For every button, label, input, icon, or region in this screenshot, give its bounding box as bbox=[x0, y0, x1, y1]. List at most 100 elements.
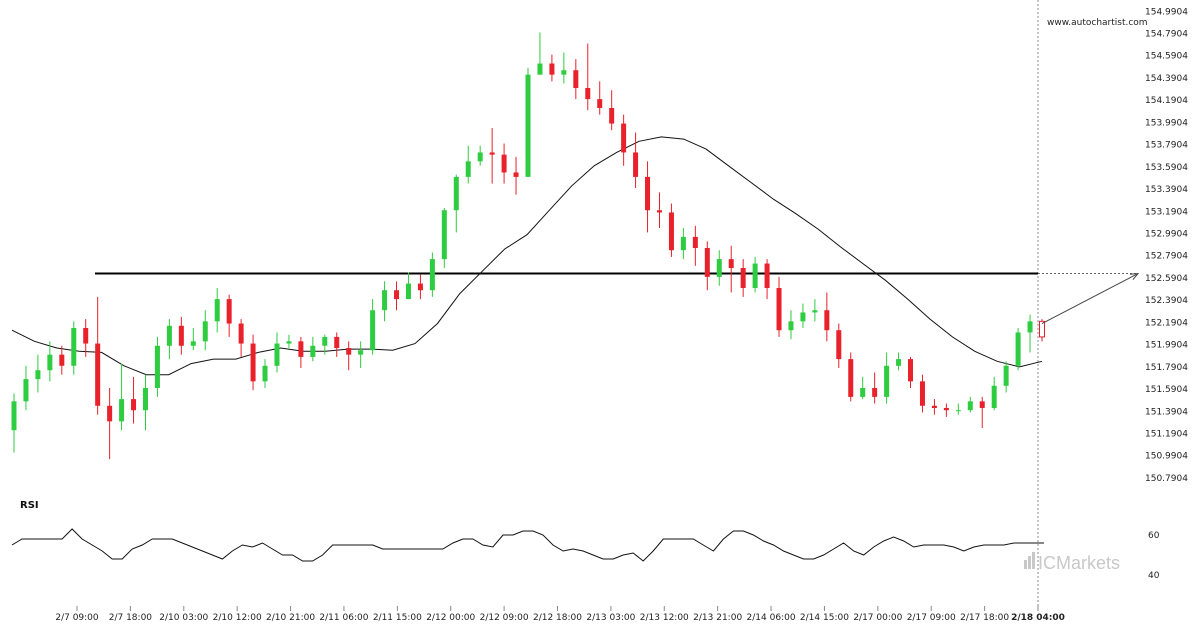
candle-body bbox=[573, 70, 579, 88]
candle-body bbox=[967, 401, 973, 411]
candle-body bbox=[489, 152, 495, 155]
candle-body bbox=[979, 401, 985, 408]
price-tick-label: 151.7904 bbox=[1145, 363, 1188, 373]
price-tick-label: 152.3904 bbox=[1145, 296, 1188, 306]
price-tick-label: 153.1904 bbox=[1145, 207, 1188, 217]
time-tick-label: 2/7 09:00 bbox=[55, 613, 99, 623]
candle-body bbox=[943, 408, 949, 411]
candle-body bbox=[597, 99, 603, 108]
time-tick-label: 2/12 09:00 bbox=[480, 613, 529, 623]
watermark-text: www.autochartist.com bbox=[1047, 18, 1148, 28]
candle-body bbox=[788, 321, 794, 331]
candle-body bbox=[23, 379, 29, 402]
candle-body bbox=[417, 283, 423, 291]
candle-body bbox=[47, 354, 53, 371]
candle-body bbox=[131, 399, 137, 411]
candle-body bbox=[441, 210, 447, 260]
candle-body bbox=[1003, 365, 1009, 386]
price-axis: 154.9904 154.7904 154.5904 154.3904 154.1904… bbox=[1145, 7, 1188, 484]
candle-body bbox=[621, 123, 627, 153]
candle-body bbox=[872, 388, 878, 397]
price-tick-label: 154.5904 bbox=[1145, 52, 1188, 62]
candle-body bbox=[740, 268, 746, 288]
projection-arrowhead-icon bbox=[1129, 272, 1140, 281]
candle-body bbox=[214, 299, 220, 322]
candle-body bbox=[286, 341, 292, 344]
moving-average-line bbox=[11, 136, 1043, 376]
time-tick-label: 2/10 12:00 bbox=[213, 613, 262, 623]
candle-body bbox=[549, 63, 555, 75]
candle-body bbox=[334, 336, 340, 348]
time-tick-label: 2/18 04:00 bbox=[1011, 613, 1065, 623]
candle-body bbox=[71, 328, 77, 366]
candle-body bbox=[800, 312, 806, 322]
candle-body bbox=[11, 401, 17, 431]
candle-body bbox=[633, 152, 639, 177]
candle-body bbox=[154, 345, 160, 388]
candle-body bbox=[238, 323, 244, 344]
candle-body bbox=[370, 310, 376, 351]
candle-body bbox=[119, 399, 125, 422]
price-tick-label: 153.7904 bbox=[1145, 141, 1188, 151]
moving-average bbox=[11, 136, 1043, 376]
time-tick-label: 2/10 03:00 bbox=[159, 613, 208, 623]
time-tick-label: 2/13 21:00 bbox=[693, 613, 742, 623]
candle-body bbox=[142, 388, 148, 411]
time-tick-label: 2/13 03:00 bbox=[586, 613, 635, 623]
candle-body bbox=[178, 325, 184, 346]
candle-body bbox=[1015, 332, 1021, 366]
candle-body bbox=[477, 152, 483, 162]
candle-body bbox=[465, 161, 471, 177]
projection-arrow bbox=[1041, 272, 1140, 324]
price-tick-label: 151.5904 bbox=[1145, 385, 1188, 395]
price-tick-label: 153.3904 bbox=[1145, 185, 1188, 195]
price-tick-label: 151.3904 bbox=[1145, 407, 1188, 417]
time-tick-label: 2/17 18:00 bbox=[960, 613, 1009, 623]
time-tick-label: 2/14 15:00 bbox=[800, 613, 849, 623]
price-tick-label: 151.9904 bbox=[1145, 341, 1188, 351]
price-tick-label: 153.5904 bbox=[1145, 163, 1188, 173]
candle-body bbox=[202, 321, 208, 342]
candle-body bbox=[656, 210, 662, 213]
candle-body bbox=[310, 345, 316, 357]
candle-body bbox=[501, 154, 507, 173]
rsi-line bbox=[11, 528, 1044, 562]
candle-body bbox=[190, 341, 196, 346]
price-tick-label: 152.5904 bbox=[1145, 274, 1188, 284]
candle-body bbox=[405, 283, 411, 300]
candle-body bbox=[322, 336, 328, 346]
candle-body bbox=[95, 343, 101, 406]
candle-body bbox=[262, 365, 268, 382]
candle-body bbox=[513, 172, 519, 177]
time-tick-label: 2/13 12:00 bbox=[640, 613, 689, 623]
candle-body bbox=[764, 263, 770, 288]
candle-body bbox=[955, 410, 961, 412]
candle-body bbox=[537, 63, 543, 75]
rsi-tick-label: 40 bbox=[1148, 571, 1160, 581]
time-tick-label: 2/17 00:00 bbox=[853, 613, 902, 623]
rsi-tick-label: 60 bbox=[1148, 531, 1160, 541]
brand-logo: ICMarkets bbox=[1024, 552, 1120, 573]
time-tick-label: 2/12 00:00 bbox=[426, 613, 475, 623]
candle-body bbox=[896, 359, 902, 366]
candle-body bbox=[561, 70, 567, 75]
candle-body bbox=[824, 310, 830, 331]
price-tick-label: 154.9904 bbox=[1145, 7, 1188, 17]
time-axis: 2/7 09:00 2/7 18:00 2/10 03:00 2/10 12:00 2/… bbox=[55, 606, 1065, 623]
candle-body bbox=[226, 299, 232, 324]
price-tick-label: 152.9904 bbox=[1145, 230, 1188, 240]
candle-body bbox=[107, 405, 113, 422]
price-tick-label: 154.7904 bbox=[1145, 30, 1188, 40]
candle-body bbox=[394, 290, 400, 300]
candle-body bbox=[59, 354, 65, 366]
candle-body bbox=[704, 248, 710, 277]
candle-body bbox=[848, 359, 854, 397]
rsi-panel bbox=[11, 528, 1044, 562]
rsi-axis: 60 40 bbox=[1148, 531, 1160, 581]
candle-body bbox=[860, 388, 866, 397]
candle-body bbox=[645, 176, 651, 211]
candle-body bbox=[931, 405, 937, 408]
price-tick-label: 150.7904 bbox=[1145, 474, 1188, 484]
price-tick-label: 154.1904 bbox=[1145, 96, 1188, 106]
